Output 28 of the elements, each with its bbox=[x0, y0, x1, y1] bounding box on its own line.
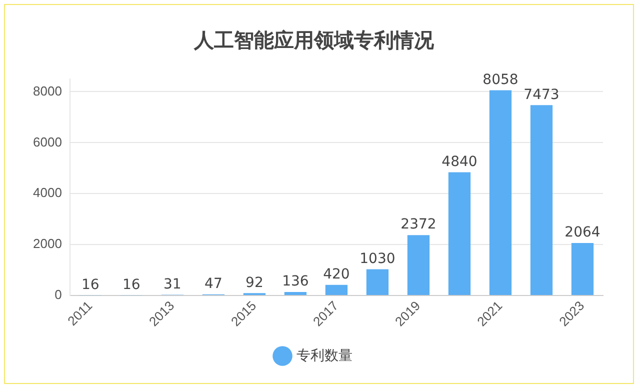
bar bbox=[489, 90, 512, 296]
chart-title: 人工智能应用领域专利情况 bbox=[193, 28, 435, 52]
data-label: 2372 bbox=[400, 216, 436, 233]
bar bbox=[530, 105, 553, 296]
legend-label: 专利数量 bbox=[296, 346, 352, 363]
bar bbox=[325, 284, 348, 296]
data-label: 4840 bbox=[442, 154, 478, 170]
data-label: 8058 bbox=[482, 72, 518, 88]
bar bbox=[571, 242, 594, 296]
y-tick-label: 6000 bbox=[33, 134, 62, 150]
bar bbox=[407, 235, 430, 296]
data-label: 1030 bbox=[360, 250, 396, 267]
data-label: 16 bbox=[122, 276, 140, 293]
bar bbox=[366, 269, 389, 296]
y-tick-label: 4000 bbox=[33, 185, 62, 200]
data-label: 420 bbox=[323, 266, 350, 282]
data-label: 47 bbox=[204, 276, 222, 292]
data-label: 31 bbox=[164, 276, 182, 292]
data-label: 7473 bbox=[524, 86, 560, 103]
y-tick-label: 8000 bbox=[33, 83, 62, 98]
data-label: 2064 bbox=[564, 224, 600, 241]
y-tick-label: 2000 bbox=[33, 236, 62, 252]
bar bbox=[284, 292, 307, 296]
data-label: 16 bbox=[82, 276, 100, 293]
bar bbox=[448, 172, 471, 296]
y-tick-label: 0 bbox=[54, 287, 62, 302]
data-label: 136 bbox=[282, 274, 309, 290]
data-label: 92 bbox=[246, 274, 264, 291]
